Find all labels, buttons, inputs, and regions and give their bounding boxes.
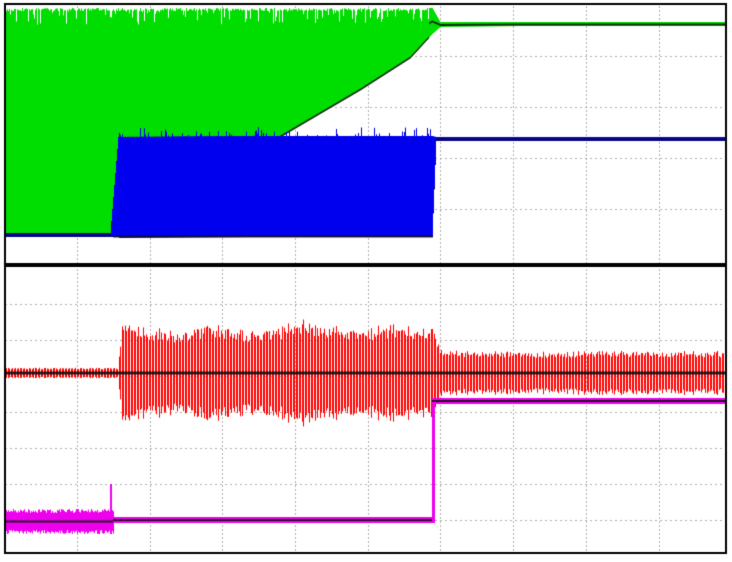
oscilloscope-display bbox=[0, 0, 732, 562]
waveform-canvas[interactable] bbox=[0, 0, 732, 562]
